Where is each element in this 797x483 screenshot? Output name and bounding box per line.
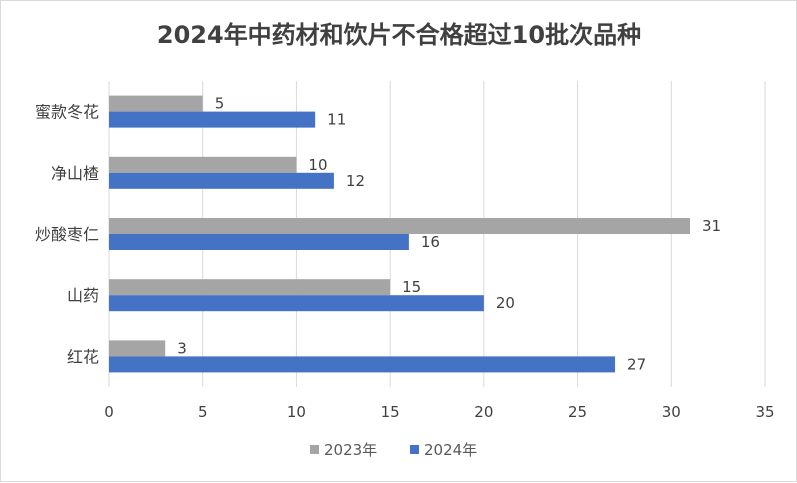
data-label: 3 <box>177 339 187 357</box>
data-label: 10 <box>308 156 327 174</box>
legend-swatch-2024 <box>410 445 419 454</box>
chart-title: 2024年中药材和饮片不合格超过10批次品种 <box>157 21 641 49</box>
category-label: 蜜款冬花 <box>35 103 99 122</box>
x-tick-label: 30 <box>662 403 681 421</box>
data-label: 12 <box>346 172 365 190</box>
bar-2024 <box>109 295 484 312</box>
legend-label-2024: 2024年 <box>424 441 477 459</box>
category-label: 红花 <box>67 347 99 366</box>
x-tick-label: 20 <box>474 403 493 421</box>
category-label: 山药 <box>67 286 99 305</box>
bars: 5 11 10 12 31 16 15 20 3 27 <box>109 95 721 373</box>
x-tick-label: 15 <box>381 403 400 421</box>
data-label: 20 <box>496 294 515 312</box>
data-label: 16 <box>421 233 440 251</box>
data-label: 31 <box>702 217 721 235</box>
x-tick-label: 10 <box>287 403 306 421</box>
x-tick-label: 5 <box>198 403 208 421</box>
legend: 2023年 2024年 <box>310 441 477 459</box>
bar-2023 <box>109 218 691 234</box>
data-label: 11 <box>327 111 346 129</box>
x-tick-label: 25 <box>568 403 587 421</box>
bar-2024 <box>109 234 409 250</box>
data-label: 15 <box>402 278 421 296</box>
bar-2024 <box>109 172 334 189</box>
legend-label-2023: 2023年 <box>324 441 377 459</box>
data-label: 27 <box>627 355 646 373</box>
bar-2024 <box>109 356 616 373</box>
x-axis-ticks: 0 5 10 15 20 25 30 35 <box>104 403 774 421</box>
legend-swatch-2023 <box>310 445 319 454</box>
bar-2023 <box>109 340 166 357</box>
bar-2023 <box>109 95 203 112</box>
x-tick-label: 35 <box>755 403 774 421</box>
category-label: 净山楂 <box>51 164 99 183</box>
bar-2023 <box>109 156 297 173</box>
bar-2024 <box>109 111 316 128</box>
category-label: 炒酸枣仁 <box>35 225 99 244</box>
data-label: 5 <box>215 95 225 113</box>
bar-2023 <box>109 279 391 296</box>
x-tick-label: 0 <box>104 403 114 421</box>
